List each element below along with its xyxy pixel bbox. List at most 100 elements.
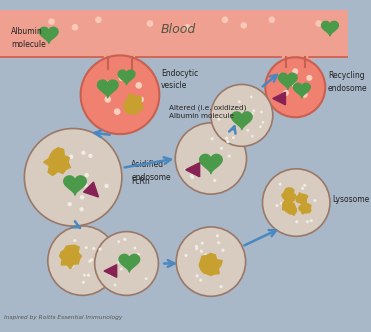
Circle shape — [293, 69, 298, 74]
Circle shape — [120, 268, 122, 271]
Polygon shape — [286, 57, 305, 67]
Circle shape — [279, 183, 282, 186]
Circle shape — [176, 227, 246, 296]
Circle shape — [102, 81, 108, 86]
Circle shape — [279, 74, 283, 78]
Circle shape — [147, 21, 152, 26]
Circle shape — [126, 266, 129, 269]
Circle shape — [115, 109, 120, 114]
Polygon shape — [299, 202, 311, 214]
Circle shape — [295, 220, 298, 223]
Circle shape — [196, 274, 199, 278]
Circle shape — [269, 17, 275, 22]
Circle shape — [87, 274, 90, 277]
Text: Recycling
endosome: Recycling endosome — [328, 71, 368, 93]
Circle shape — [306, 220, 309, 223]
Polygon shape — [200, 154, 222, 174]
Polygon shape — [44, 148, 70, 176]
Circle shape — [221, 249, 224, 252]
Circle shape — [129, 102, 134, 107]
Text: Altered (i.e. oxidized)
Albumin molecule: Altered (i.e. oxidized) Albumin molecule — [169, 104, 246, 119]
Circle shape — [60, 154, 65, 158]
Circle shape — [95, 232, 158, 295]
Circle shape — [81, 55, 160, 134]
Circle shape — [138, 97, 143, 102]
Circle shape — [96, 17, 101, 22]
Polygon shape — [278, 73, 297, 89]
Circle shape — [207, 157, 210, 161]
Polygon shape — [273, 92, 285, 105]
Circle shape — [225, 137, 228, 140]
Circle shape — [175, 123, 247, 194]
Circle shape — [301, 187, 304, 190]
Circle shape — [265, 57, 325, 117]
Circle shape — [81, 181, 86, 185]
Circle shape — [246, 129, 249, 132]
Circle shape — [206, 160, 209, 163]
Circle shape — [262, 121, 265, 124]
Circle shape — [184, 168, 188, 171]
Circle shape — [220, 147, 223, 150]
Circle shape — [104, 184, 109, 188]
Circle shape — [302, 92, 307, 97]
Circle shape — [117, 240, 120, 243]
Circle shape — [330, 25, 335, 30]
Circle shape — [239, 119, 242, 122]
Circle shape — [136, 83, 141, 88]
Circle shape — [119, 75, 125, 81]
Polygon shape — [119, 254, 139, 272]
Circle shape — [85, 246, 88, 249]
Text: FcRn: FcRn — [131, 177, 150, 186]
Circle shape — [81, 151, 86, 155]
Circle shape — [185, 25, 190, 30]
Polygon shape — [232, 112, 252, 129]
Circle shape — [211, 84, 273, 146]
Text: Albumin
molecule: Albumin molecule — [11, 27, 46, 49]
Circle shape — [228, 154, 231, 158]
Circle shape — [195, 245, 198, 248]
Polygon shape — [0, 10, 348, 76]
Circle shape — [250, 95, 253, 98]
Polygon shape — [83, 182, 98, 197]
Circle shape — [73, 239, 76, 242]
Circle shape — [199, 279, 202, 282]
Circle shape — [83, 274, 86, 277]
Circle shape — [217, 118, 220, 121]
Circle shape — [72, 25, 78, 30]
Circle shape — [137, 253, 140, 256]
Circle shape — [126, 260, 129, 263]
Polygon shape — [186, 163, 200, 177]
Circle shape — [88, 260, 91, 263]
Circle shape — [217, 241, 220, 244]
Circle shape — [305, 210, 308, 213]
Circle shape — [99, 248, 102, 251]
Circle shape — [303, 184, 306, 187]
Circle shape — [109, 273, 112, 276]
Circle shape — [191, 176, 194, 179]
Circle shape — [280, 202, 283, 205]
Circle shape — [118, 260, 121, 263]
Circle shape — [200, 250, 203, 253]
Circle shape — [313, 199, 316, 202]
Polygon shape — [98, 80, 118, 98]
Circle shape — [307, 76, 312, 80]
Circle shape — [90, 258, 93, 261]
Circle shape — [316, 21, 321, 26]
Circle shape — [292, 194, 295, 197]
Circle shape — [145, 277, 148, 280]
Circle shape — [92, 247, 95, 250]
Circle shape — [220, 285, 223, 288]
Bar — [0, 10, 348, 57]
Polygon shape — [104, 265, 117, 277]
Text: Inspired by Roitts Essential Immunology: Inspired by Roitts Essential Immunology — [4, 315, 122, 320]
Circle shape — [310, 219, 313, 222]
Polygon shape — [64, 176, 86, 195]
Circle shape — [123, 238, 126, 241]
Circle shape — [238, 100, 241, 103]
Text: Blood: Blood — [161, 23, 196, 36]
Polygon shape — [282, 188, 296, 202]
Circle shape — [91, 191, 96, 196]
Circle shape — [184, 254, 187, 257]
Polygon shape — [296, 193, 308, 204]
Circle shape — [232, 136, 235, 139]
